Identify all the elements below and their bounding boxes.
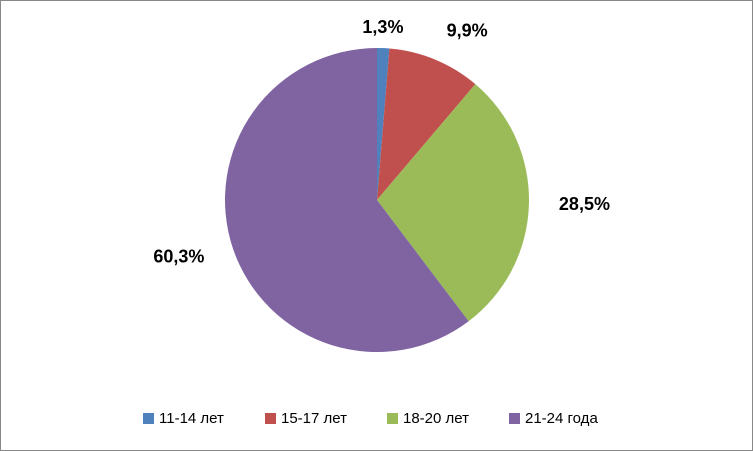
legend-label: 11-14 лет: [159, 410, 224, 427]
data-label: 1,3%: [362, 17, 403, 37]
pie-slice: [377, 84, 529, 322]
legend-swatch: [143, 413, 154, 424]
legend-label: 21-24 года: [525, 410, 598, 427]
pie-slice: [377, 48, 390, 200]
legend-label: 15-17 лет: [281, 410, 347, 427]
data-label: 60,3%: [153, 247, 204, 267]
legend-label: 18-20 лет: [403, 410, 469, 427]
data-label: 9,9%: [447, 21, 488, 41]
legend-swatch: [387, 413, 398, 424]
pie-slice: [377, 48, 476, 201]
pie-slice: [224, 48, 469, 352]
legend-swatch: [509, 413, 520, 424]
legend-swatch: [265, 413, 276, 424]
data-label: 28,5%: [559, 194, 610, 214]
